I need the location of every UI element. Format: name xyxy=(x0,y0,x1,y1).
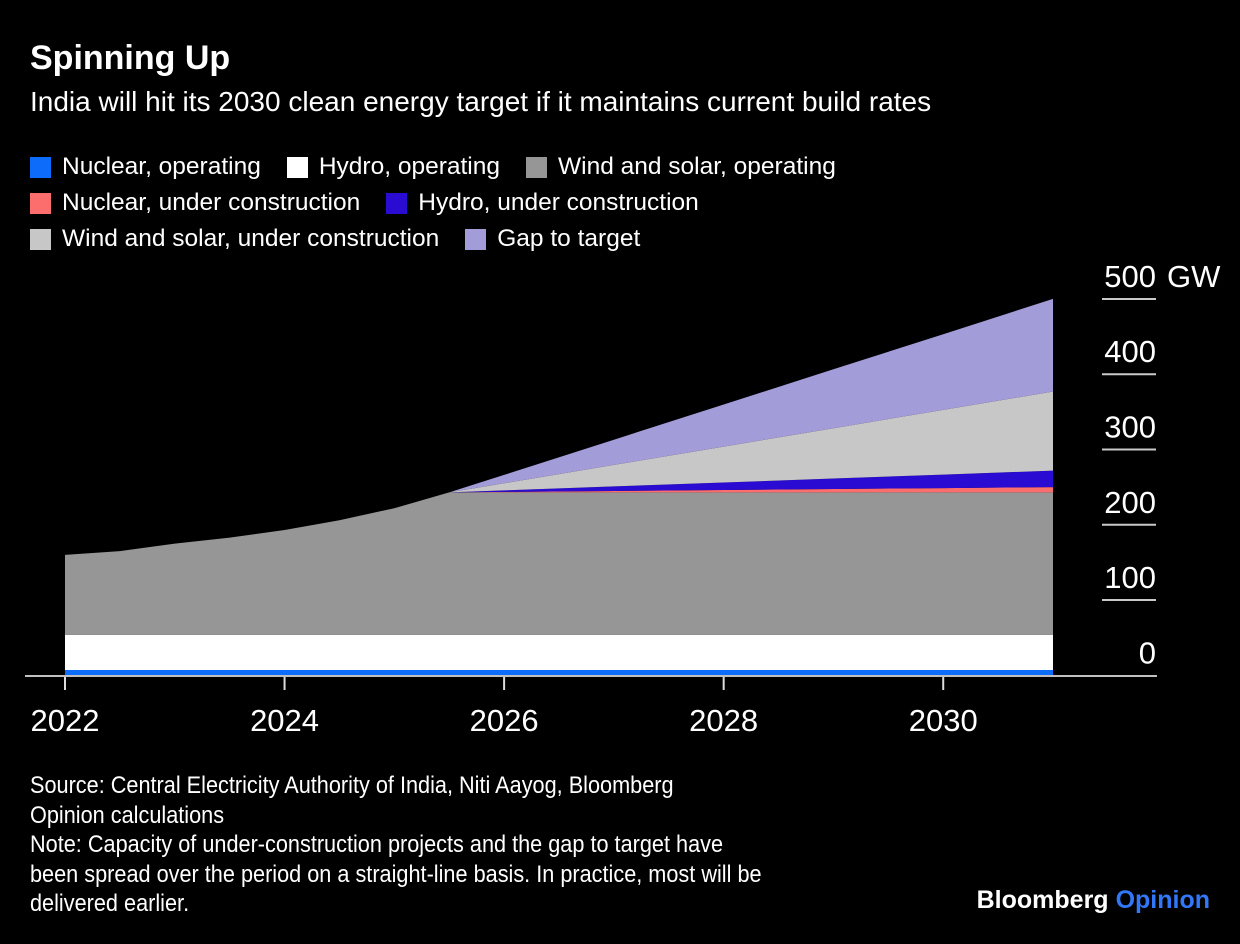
legend-swatch-wind-and-solar-under-construction xyxy=(30,228,51,250)
y-tick-label: 400 xyxy=(1104,334,1156,369)
legend-item-nuclear-under-construction: Nuclear, under construction xyxy=(30,189,360,217)
legend-label: Nuclear, under construction xyxy=(62,189,361,216)
legend-label: Gap to target xyxy=(497,225,641,252)
legend-label: Nuclear, operating xyxy=(62,153,261,180)
note-line: been spread over the period on a straigh… xyxy=(30,860,762,888)
y-tick-label: 500 xyxy=(1104,259,1156,294)
note-line: Note: Capacity of under-construction pro… xyxy=(30,831,724,859)
legend-swatch-hydro-under-construction xyxy=(386,192,408,214)
legend-row: Wind and solar, under construction Gap to… xyxy=(30,221,836,257)
x-tick-label: 2026 xyxy=(470,703,539,738)
note-line: delivered earlier. xyxy=(30,890,190,918)
area-hydro-under-construction xyxy=(65,470,1053,555)
legend: Nuclear, operating Hydro, operating Wind a… xyxy=(30,149,836,257)
logo-product: Opinion xyxy=(1115,886,1210,914)
logo-brand: Bloomberg xyxy=(976,886,1109,914)
legend-swatch-gap-to-target xyxy=(465,228,487,250)
legend-label: Wind and solar, operating xyxy=(558,153,836,180)
legend-item-gap-to-target: Gap to target xyxy=(465,225,640,253)
area-wind-and-solar-under-construction xyxy=(65,391,1053,555)
x-tick-label: 2030 xyxy=(909,703,978,738)
chart-title: Spinning Up xyxy=(30,39,231,77)
y-axis-unit-label: GW xyxy=(1167,259,1221,294)
y-tick-label: 300 xyxy=(1104,410,1156,445)
legend-label: Wind and solar, under construction xyxy=(62,225,440,252)
footer: Source: Central Electricity Authority of… xyxy=(30,771,857,919)
legend-row: Nuclear, under construction Hydro, under … xyxy=(30,185,836,221)
y-tick-label: 200 xyxy=(1104,485,1156,520)
legend-swatch-nuclear-under-construction xyxy=(30,192,51,214)
bloomberg-opinion-logo: Bloomberg Opinion xyxy=(977,886,1210,915)
legend-label: Hydro, under construction xyxy=(418,189,699,216)
legend-item-hydro-under-construction: Hydro, under construction xyxy=(386,189,699,217)
area-hydro-operating xyxy=(65,634,1053,670)
legend-label: Hydro, operating xyxy=(318,153,500,180)
legend-row: Nuclear, operating Hydro, operating Wind a… xyxy=(30,149,836,185)
legend-swatch-hydro-operating xyxy=(286,156,308,178)
legend-item-nuclear-operating: Nuclear, operating xyxy=(30,153,261,181)
y-tick-label: 100 xyxy=(1104,560,1156,595)
x-tick-label: 2028 xyxy=(689,703,758,738)
chart-subtitle: India will hit its 2030 clean energy tar… xyxy=(30,86,932,117)
x-tick-label: 2024 xyxy=(250,703,319,738)
legend-item-hydro-operating: Hydro, operating xyxy=(286,153,500,181)
legend-swatch-wind-and-solar-operating xyxy=(526,156,547,178)
y-tick-label: 0 xyxy=(1139,635,1156,670)
x-tick-label: 2022 xyxy=(31,703,100,738)
legend-item-wind-and-solar-operating: Wind and solar, operating xyxy=(526,153,836,181)
legend-swatch-nuclear-operating xyxy=(30,156,51,178)
legend-item-wind-and-solar-under-construction: Wind and solar, under construction xyxy=(30,225,439,253)
area-wind-and-solar-operating xyxy=(65,492,1053,635)
area-nuclear-operating xyxy=(65,670,1053,676)
source-line: Opinion calculations xyxy=(30,801,225,829)
source-line: Source: Central Electricity Authority of… xyxy=(30,772,674,799)
